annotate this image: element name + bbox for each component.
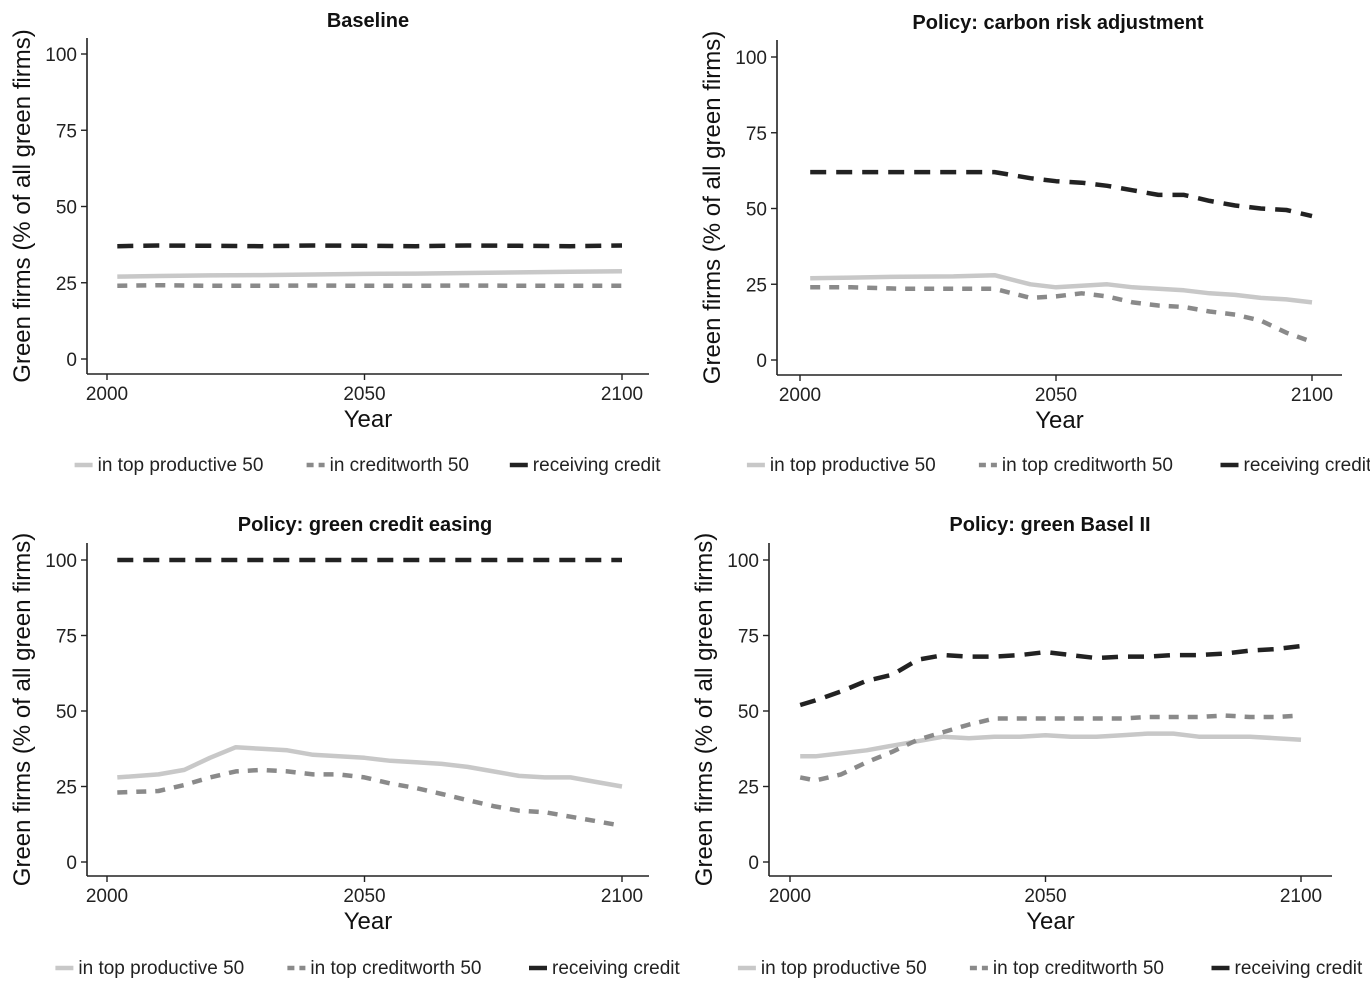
- y-tick-label: 0: [66, 350, 77, 371]
- x-tick-label: 2100: [601, 886, 643, 907]
- legend-label-receiving-credit: receiving credit: [1235, 958, 1363, 979]
- x-tick-label: 2050: [1024, 886, 1066, 907]
- chart-title: Baseline: [327, 10, 409, 32]
- y-axis-label: Green firms (% of all green firms): [9, 533, 36, 886]
- x-tick-label: 2050: [343, 886, 385, 907]
- y-tick-label: 75: [746, 124, 767, 145]
- series-line-in-top-productive-50: [800, 731, 1302, 759]
- x-tick-label: 2000: [779, 385, 821, 406]
- x-tick-label: 2050: [343, 384, 385, 405]
- legend-label-in-top-productive-50: in top productive 50: [761, 958, 927, 979]
- series-line-in-top-productive-50: [810, 272, 1313, 305]
- x-tick-label: 2100: [1280, 886, 1322, 907]
- y-tick-label: 50: [56, 198, 77, 219]
- series-line-receiving-credit: [799, 643, 1302, 708]
- y-tick-label: 25: [56, 778, 77, 799]
- legend-label-receiving-credit: receiving credit: [1244, 455, 1370, 476]
- chart-title: Policy: green credit easing: [238, 514, 493, 536]
- chart-title: Policy: carbon risk adjustment: [912, 12, 1204, 34]
- y-tick-label: 25: [738, 778, 759, 799]
- legend-label-in-top-productive-50: in top productive 50: [78, 958, 244, 979]
- y-tick-label: 75: [56, 627, 77, 648]
- x-tick-label: 2000: [86, 384, 128, 405]
- y-tick-label: 50: [56, 702, 77, 723]
- chart-title: Policy: green Basel II: [949, 514, 1150, 536]
- x-tick-label: 2000: [769, 886, 811, 907]
- y-tick-label: 0: [748, 853, 759, 874]
- y-tick-label: 100: [727, 551, 759, 572]
- x-tick-label: 2000: [86, 886, 128, 907]
- chart-panel-4: Policy: green Basel II 0 25 50 75 100 2000 2050…: [691, 514, 1363, 979]
- series-line-in-creditworth-50: [117, 282, 622, 289]
- series-line-in-top-creditworth-50: [117, 767, 623, 829]
- y-tick-label: 100: [45, 45, 77, 66]
- chart-panel-2: Policy: carbon risk adjustment 0 25 50 75 100…: [699, 12, 1370, 476]
- y-axis-label: Green firms (% of all green firms): [9, 29, 36, 382]
- x-axis-label: Year: [1035, 407, 1084, 434]
- y-tick-label: 75: [738, 627, 759, 648]
- x-tick-label: 2100: [1291, 385, 1333, 406]
- y-tick-label: 75: [56, 121, 77, 142]
- legend-label-in-top-creditworth-50: in top creditworth 50: [1002, 455, 1173, 476]
- legend-label-in-top-creditworth-50: in top creditworth 50: [993, 958, 1164, 979]
- legend-label-receiving-credit: receiving credit: [552, 958, 680, 979]
- y-axis-label: Green firms (% of all green firms): [699, 31, 726, 384]
- legend-label-in-top-productive-50: in top productive 50: [98, 455, 264, 476]
- x-axis-label: Year: [344, 406, 393, 433]
- series-line-receiving-credit: [117, 243, 623, 249]
- y-tick-label: 50: [738, 702, 759, 723]
- x-tick-label: 2050: [1035, 385, 1077, 406]
- series-line-receiving-credit: [810, 169, 1313, 219]
- series-line-in-top-productive-50: [117, 268, 623, 279]
- y-tick-label: 25: [746, 275, 767, 296]
- x-axis-label: Year: [1026, 908, 1075, 935]
- series-line-in-top-productive-50: [117, 744, 623, 789]
- legend-label-receiving-credit: receiving credit: [533, 455, 661, 476]
- legend-label-in-creditworth-50: in creditworth 50: [330, 455, 469, 476]
- series-line-in-top-creditworth-50: [799, 713, 1302, 783]
- legend-label-in-top-productive-50: in top productive 50: [770, 455, 936, 476]
- y-tick-label: 100: [45, 551, 77, 572]
- y-tick-label: 0: [756, 351, 767, 372]
- y-axis-label: Green firms (% of all green firms): [691, 533, 718, 886]
- legend-label-in-top-creditworth-50: in top creditworth 50: [310, 958, 481, 979]
- y-tick-label: 50: [746, 200, 767, 221]
- chart-panel-1: Baseline 0 25 50 75 100 2000 2050 2100 Year Green …: [9, 10, 661, 476]
- y-tick-label: 100: [735, 48, 767, 69]
- chart-panel-3: Policy: green credit easing 0 25 50 75 100 200…: [9, 514, 680, 979]
- y-tick-label: 25: [56, 274, 77, 295]
- x-tick-label: 2100: [601, 384, 643, 405]
- y-tick-label: 0: [66, 853, 77, 874]
- x-axis-label: Year: [344, 908, 393, 935]
